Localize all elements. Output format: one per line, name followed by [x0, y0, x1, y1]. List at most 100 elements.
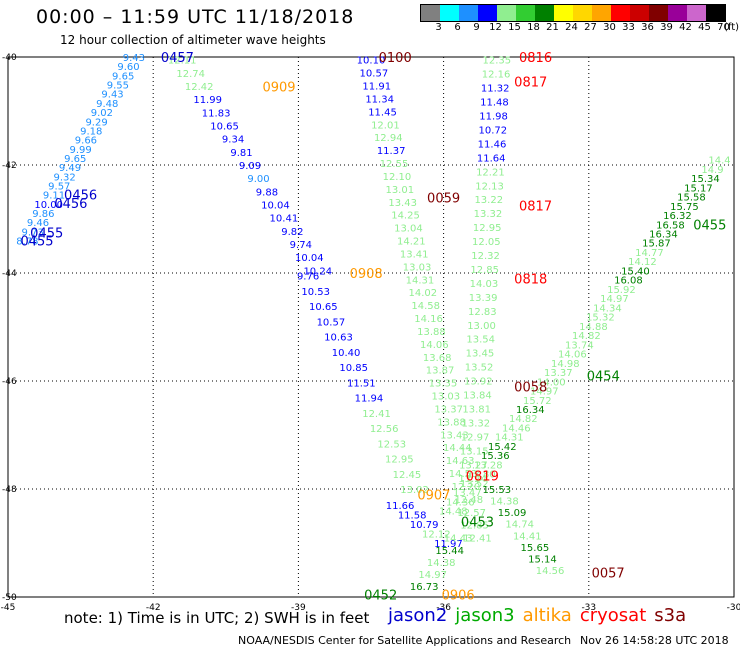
pass-time-label: 0817 [519, 200, 552, 215]
pass-time-label: 0909 [262, 81, 295, 96]
wave-height-value: 14.98 [551, 359, 580, 370]
wave-height-value: 12.21 [476, 167, 505, 178]
wave-height-value: 10.57 [317, 317, 346, 328]
wave-height-value: 10.65 [309, 302, 338, 313]
wave-height-value: 13.37 [434, 404, 463, 415]
legend-item-jason3: jason3 [455, 605, 515, 626]
wave-height-value: 14.48 [439, 507, 468, 518]
wave-height-value: 15.72 [523, 396, 552, 407]
wave-height-value: 12.48 [455, 495, 484, 506]
footer-note: note: 1) Time is in UTC; 2) SWH is in fe… [64, 609, 370, 627]
wave-height-value: 13.32 [462, 418, 491, 429]
wave-height-value: 10.04 [261, 200, 290, 211]
color-swatch [554, 5, 573, 21]
page-subtitle: 12 hour collection of altimeter wave hei… [60, 33, 326, 47]
wave-height-value: 9.55 [107, 81, 129, 92]
wave-height-value: 11.98 [479, 112, 508, 123]
wave-height-value: 10.04 [295, 253, 324, 264]
y-tick-label: -40 [2, 53, 17, 63]
wave-height-value: 8.78 [16, 237, 38, 248]
color-scale-label: 18 [527, 22, 540, 33]
wave-height-value: 10.85 [339, 363, 368, 374]
wave-height-value: 14.34 [593, 303, 622, 314]
wave-height-value: 12.32 [471, 251, 500, 262]
wave-height-value: 15.36 [481, 451, 510, 462]
wave-height-value: 11.37 [377, 146, 406, 157]
wave-height-value: 11.64 [477, 153, 506, 164]
wave-height-value: 14.82 [572, 331, 601, 342]
wave-height-value: 9.00 [247, 174, 269, 185]
pass-time-label: 0816 [519, 51, 552, 66]
wave-height-value: 15.75 [670, 202, 699, 213]
wave-height-value: 12.16 [482, 70, 511, 81]
wave-height-value: 15.53 [483, 485, 512, 496]
wave-height-value: 16.34 [649, 229, 678, 240]
wave-height-value: 14.58 [411, 301, 440, 312]
wave-height-value: 14.38 [427, 558, 456, 569]
color-scale-label: 33 [622, 22, 635, 33]
wave-height-value: 12.05 [472, 237, 501, 248]
pass-time-label: 0457 [161, 51, 194, 66]
wave-height-value: 13.52 [460, 479, 489, 490]
wave-height-value: 11.51 [347, 378, 376, 389]
wave-height-value: 9.09 [239, 161, 261, 172]
wave-height-value: 9.81 [230, 148, 252, 159]
pass-time-label: 0453 [461, 515, 494, 530]
wave-height-value: 14.44 [443, 443, 472, 454]
x-tick-label: -30 [727, 603, 740, 613]
wave-height-value: 10.41 [270, 214, 299, 225]
wave-height-value: 15.44 [435, 546, 464, 557]
wave-height-value: 14.74 [505, 520, 534, 531]
wave-height-value: 12.97 [461, 432, 490, 443]
wave-height-value: 13.47 [453, 488, 482, 499]
wave-height-value: 10.10 [357, 56, 386, 67]
x-tick-label: -36 [436, 603, 451, 613]
color-swatch [573, 5, 592, 21]
color-scale-label: 30 [603, 22, 616, 33]
wave-height-value: 12.11 [168, 56, 197, 67]
wave-height-value: 12.94 [374, 133, 403, 144]
wave-height-value: 12.85 [460, 521, 489, 532]
wave-height-value: 11.32 [481, 84, 510, 95]
wave-height-value: 12.95 [385, 455, 414, 466]
color-scale-label: 3 [435, 22, 442, 33]
wave-height-value: 14.31 [495, 433, 524, 444]
wave-height-value: 14.36 [446, 497, 475, 508]
wave-height-value: 13.24 [458, 474, 487, 485]
wave-height-value: 14.97 [530, 387, 559, 398]
wave-height-value: 12.41 [362, 409, 391, 420]
wave-height-value: 12.12 [422, 530, 451, 541]
wave-height-value: 9.73 [22, 227, 44, 238]
wave-height-value: 13.22 [474, 195, 503, 206]
wave-height-value: 15.14 [528, 554, 557, 565]
pass-time-label: 0454 [587, 370, 620, 385]
wave-height-value: 11.34 [365, 94, 394, 105]
wave-height-value: 11.94 [355, 394, 384, 405]
pass-time-label: 0100 [379, 51, 412, 66]
wave-height-value: 13.02 [400, 485, 429, 496]
pass-time-label: 0819 [466, 470, 499, 485]
wave-height-value: 9.99 [69, 145, 91, 156]
color-swatch [687, 5, 706, 21]
x-tick-label: -39 [291, 603, 306, 613]
wave-height-value: 14.03 [470, 279, 499, 290]
wave-height-value: 9.65 [112, 71, 134, 82]
wave-height-value: 13.37 [544, 368, 573, 379]
color-scale-label: 6 [454, 22, 461, 33]
pass-time-label: 0907 [417, 488, 450, 503]
wave-height-value: 12.74 [176, 69, 205, 80]
wave-height-value: 13.92 [464, 377, 493, 388]
wave-height-value: 10.63 [324, 333, 353, 344]
wave-height-value: 9.66 [75, 136, 97, 147]
wave-height-value: 11.58 [398, 511, 427, 522]
y-tick-label: -44 [2, 269, 17, 279]
wave-height-value: 14.12 [628, 257, 657, 268]
wave-height-value: 13.39 [469, 293, 498, 304]
wave-height-value: 13.54 [466, 335, 495, 346]
pass-time-label: 0057 [592, 567, 625, 582]
wave-height-value: 15.34 [691, 174, 720, 185]
wave-height-value: 9.34 [222, 135, 244, 146]
wave-height-value: 13.03 [432, 392, 461, 403]
wave-height-value: 14.41 [513, 531, 542, 542]
